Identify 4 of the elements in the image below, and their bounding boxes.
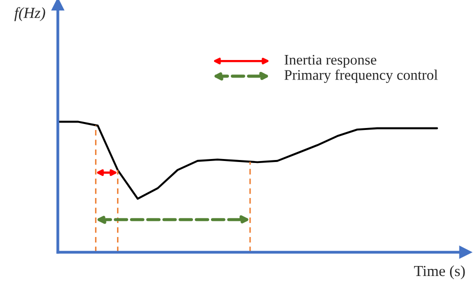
text: Inertia response xyxy=(284,54,376,68)
x-axis-title: Time (s) xyxy=(414,265,465,280)
text: f(Hz) xyxy=(14,7,46,22)
text: Primary frequency control xyxy=(284,69,438,83)
